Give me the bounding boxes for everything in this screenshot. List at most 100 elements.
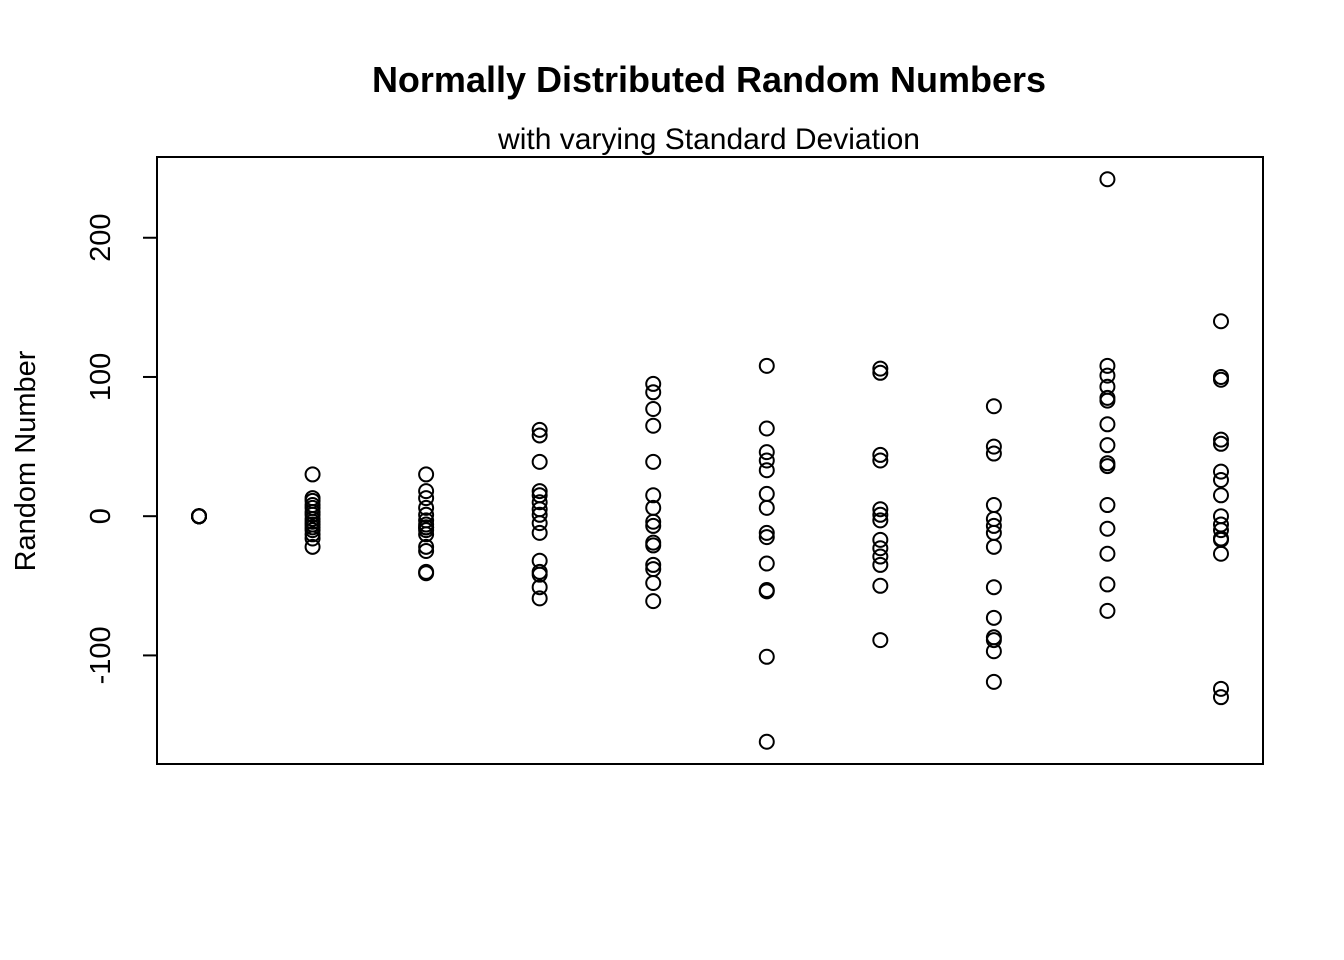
data-point	[1212, 463, 1229, 480]
data-point	[304, 506, 321, 523]
data-point	[872, 540, 889, 557]
data-point	[872, 512, 889, 529]
data-point	[758, 583, 775, 600]
data-point	[418, 565, 435, 582]
data-point	[872, 548, 889, 565]
data-point	[645, 417, 662, 434]
data-point	[418, 506, 435, 523]
data-point	[304, 530, 321, 547]
data-point	[531, 590, 548, 607]
chart-subtitle: with varying Standard Deviation	[497, 123, 920, 156]
data-point	[304, 526, 321, 543]
data-point	[758, 485, 775, 502]
data-point	[531, 483, 548, 500]
data-point	[1212, 471, 1229, 488]
data-point	[985, 398, 1002, 415]
data-point	[985, 438, 1002, 455]
data-point	[985, 497, 1002, 514]
data-point	[758, 452, 775, 469]
data-point	[645, 513, 662, 530]
data-point	[531, 427, 548, 444]
y-axis-label: Random Number	[10, 350, 42, 571]
y-tick-label: 100	[85, 353, 117, 401]
y-tick-label: 0	[85, 508, 117, 524]
data-point	[304, 466, 321, 483]
data-point	[985, 609, 1002, 626]
data-point	[1099, 520, 1116, 537]
data-point	[531, 566, 548, 583]
data-point	[985, 517, 1002, 534]
data-point	[418, 490, 435, 507]
data-point	[531, 453, 548, 470]
data-point	[1099, 416, 1116, 433]
data-point	[872, 556, 889, 573]
data-point	[1212, 435, 1229, 452]
data-point	[1099, 497, 1116, 514]
data-point	[1212, 545, 1229, 562]
data-point	[1099, 602, 1116, 619]
chart-title: Normally Distributed Random Numbers	[372, 59, 1046, 100]
data-point	[1099, 545, 1116, 562]
data-point	[1212, 522, 1229, 539]
data-point	[758, 524, 775, 541]
data-point	[872, 531, 889, 548]
data-point	[1212, 313, 1229, 330]
data-point	[531, 524, 548, 541]
data-point	[872, 452, 889, 469]
data-point	[872, 632, 889, 649]
data-point	[872, 501, 889, 518]
data-point	[531, 494, 548, 511]
data-point	[645, 400, 662, 417]
data-point	[872, 360, 889, 377]
data-point	[418, 526, 435, 543]
data-point	[758, 444, 775, 461]
data-point	[985, 632, 1002, 649]
data-point	[1212, 431, 1229, 448]
data-point	[872, 446, 889, 463]
y-tick-label: 200	[85, 214, 117, 262]
data-point	[531, 421, 548, 438]
data-point	[531, 579, 548, 596]
data-point	[758, 499, 775, 516]
y-axis: -100 0 100 200	[85, 214, 158, 684]
plot-frame	[156, 156, 1264, 765]
data-point	[531, 515, 548, 532]
data-point	[304, 538, 321, 555]
data-point	[1099, 437, 1116, 454]
data-point	[1099, 576, 1116, 593]
data-points	[191, 171, 1229, 750]
data-point	[1099, 367, 1116, 384]
data-point	[758, 420, 775, 437]
data-point	[418, 542, 435, 559]
data-point	[418, 466, 435, 483]
data-point	[531, 506, 548, 523]
data-point	[645, 375, 662, 392]
data-point	[304, 522, 321, 539]
data-point	[645, 517, 662, 534]
data-point	[758, 648, 775, 665]
data-point	[985, 673, 1002, 690]
data-point	[985, 445, 1002, 462]
data-point	[758, 733, 775, 750]
data-point	[645, 453, 662, 470]
data-point	[1212, 508, 1229, 525]
data-point	[191, 508, 208, 525]
data-point	[418, 499, 435, 516]
data-point	[1099, 458, 1116, 475]
data-point	[758, 529, 775, 546]
data-point	[645, 537, 662, 554]
data-point	[1212, 689, 1229, 706]
data-point	[418, 483, 435, 500]
data-point	[758, 462, 775, 479]
data-point	[418, 538, 435, 555]
data-point	[1212, 680, 1229, 697]
data-point	[1099, 392, 1116, 409]
data-point	[758, 555, 775, 572]
data-point	[645, 487, 662, 504]
data-point	[985, 643, 1002, 660]
data-point	[872, 506, 889, 523]
data-point	[645, 556, 662, 573]
data-point	[645, 593, 662, 610]
data-point	[758, 357, 775, 374]
